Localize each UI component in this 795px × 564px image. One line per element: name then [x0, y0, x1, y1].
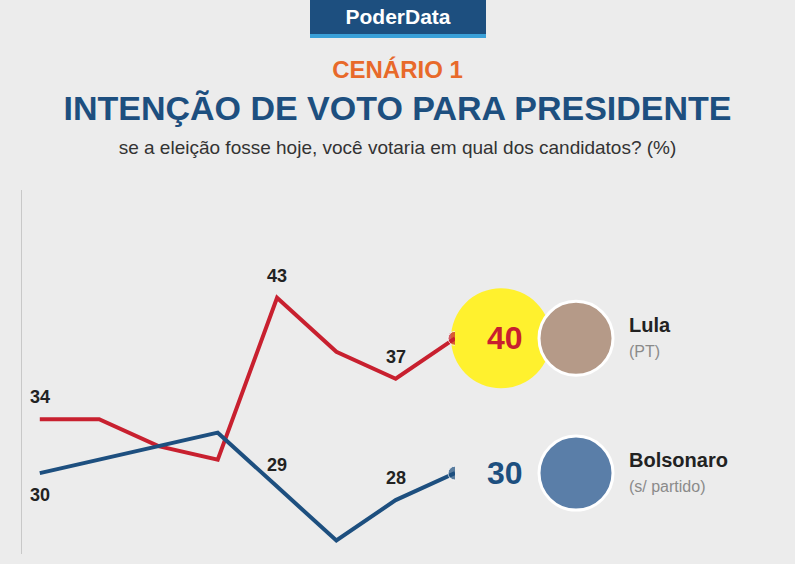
svg-text:28: 28	[386, 468, 406, 488]
svg-text:Bolsonaro: Bolsonaro	[629, 449, 728, 471]
html-text:CENÁRIO 1: CENÁRIO 1	[332, 56, 463, 83]
html-text:PoderData: PoderData	[345, 5, 451, 28]
html-text:se a eleição fosse hoje, você: se a eleição fosse hoje, você votaria em…	[118, 137, 677, 158]
svg-text:Lula: Lula	[629, 314, 671, 336]
svg-text:30: 30	[487, 455, 523, 491]
svg-text:29: 29	[267, 455, 287, 475]
svg-text:34: 34	[30, 387, 50, 407]
svg-text:30: 30	[30, 485, 50, 505]
svg-text:43: 43	[267, 266, 287, 286]
svg-text:37: 37	[386, 347, 406, 367]
svg-text:(PT): (PT)	[629, 343, 660, 360]
svg-text:40: 40	[487, 320, 523, 356]
html-text:INTENÇÃO DE VOTO PARA PRESIDEN: INTENÇÃO DE VOTO PARA PRESIDENTE	[63, 89, 732, 127]
svg-text:(s/ partido): (s/ partido)	[629, 478, 705, 495]
